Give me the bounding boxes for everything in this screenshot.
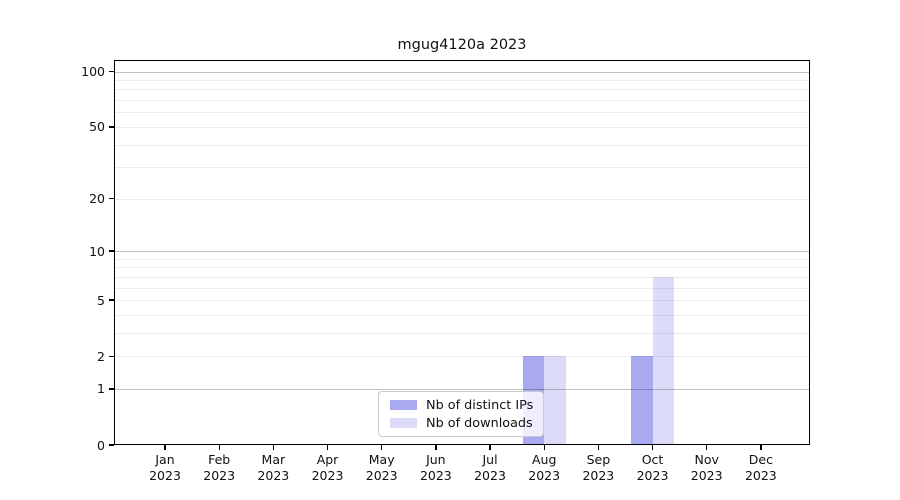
y-tick-label-2: 2 bbox=[97, 348, 105, 364]
x-tick-mark-feb bbox=[218, 445, 220, 450]
minor-gridline-y-3 bbox=[114, 332, 810, 334]
x-tick-label-oct: Oct 2023 bbox=[636, 452, 669, 483]
y-tick-label-10: 10 bbox=[89, 243, 105, 259]
x-tick-label-jun: Jun 2023 bbox=[419, 452, 452, 483]
plot-area-border bbox=[114, 60, 810, 445]
y-tick-mark-50 bbox=[109, 126, 114, 128]
y-tick-label-0: 0 bbox=[97, 437, 105, 453]
chart-title: mgug4120a 2023 bbox=[397, 37, 527, 53]
minor-gridline-y-80 bbox=[114, 89, 810, 91]
y-tick-label-100: 100 bbox=[81, 64, 105, 80]
x-tick-label-nov: Nov 2023 bbox=[690, 452, 723, 483]
y-tick-label-1: 1 bbox=[97, 381, 105, 397]
y-tick-mark-1 bbox=[109, 388, 114, 390]
y-tick-mark-2 bbox=[109, 355, 114, 357]
gridline-y-5 bbox=[114, 300, 810, 302]
minor-gridline-y-40 bbox=[114, 144, 810, 146]
gridline-y-100 bbox=[114, 71, 810, 73]
x-tick-label-jan: Jan 2023 bbox=[149, 452, 181, 483]
minor-gridline-y-30 bbox=[114, 167, 810, 169]
x-tick-mark-jan bbox=[164, 445, 166, 450]
y-tick-mark-20 bbox=[109, 198, 114, 200]
y-tick-label-20: 20 bbox=[89, 191, 105, 207]
x-tick-label-jul: Jul 2023 bbox=[474, 452, 506, 483]
legend-swatch-downloads bbox=[390, 418, 417, 428]
gridline-y-50 bbox=[114, 126, 810, 128]
x-tick-label-apr: Apr 2023 bbox=[311, 452, 344, 483]
x-tick-label-dec: Dec 2023 bbox=[744, 452, 777, 483]
x-tick-mark-nov bbox=[706, 445, 708, 450]
x-tick-label-feb: Feb 2023 bbox=[203, 452, 236, 483]
x-tick-label-mar: Mar 2023 bbox=[257, 452, 290, 483]
x-tick-mark-mar bbox=[272, 445, 275, 450]
gridline-y-20 bbox=[114, 198, 810, 200]
legend-swatch-distinct-ips bbox=[390, 400, 417, 410]
gridline-y-1 bbox=[114, 388, 810, 390]
y-tick-mark-100 bbox=[109, 71, 114, 73]
x-tick-mark-apr bbox=[326, 445, 329, 450]
minor-gridline-y-60 bbox=[114, 112, 810, 114]
minor-gridline-y-4 bbox=[114, 314, 810, 316]
gridline-y-10 bbox=[114, 251, 810, 252]
y-tick-mark-5 bbox=[109, 299, 114, 301]
legend-entry-downloads: Nb of downloads bbox=[387, 416, 535, 431]
legend-label-distinct-ips: Nb of distinct IPs bbox=[426, 397, 534, 413]
x-tick-mark-sep bbox=[597, 445, 600, 450]
y-tick-mark-10 bbox=[109, 250, 114, 252]
x-tick-mark-aug bbox=[543, 445, 545, 450]
y-tick-label-5: 5 bbox=[97, 292, 105, 308]
bar-downloads-aug bbox=[544, 356, 566, 445]
legend: Nb of distinct IPs Nb of downloads bbox=[378, 391, 544, 437]
x-tick-mark-oct bbox=[651, 445, 654, 450]
legend-label-downloads: Nb of downloads bbox=[426, 415, 533, 431]
legend-entry-distinct-ips: Nb of distinct IPs bbox=[387, 398, 535, 413]
x-tick-mark-may bbox=[381, 445, 383, 450]
minor-gridline-y-70 bbox=[114, 100, 810, 102]
gridline-y-2 bbox=[114, 356, 810, 358]
x-tick-mark-jun bbox=[435, 445, 437, 450]
x-tick-label-sep: Sep 2023 bbox=[582, 452, 615, 483]
x-tick-mark-dec bbox=[760, 445, 762, 450]
x-tick-mark-jul bbox=[489, 445, 491, 450]
minor-gridline-y-6 bbox=[114, 287, 810, 289]
y-tick-label-50: 50 bbox=[89, 119, 105, 135]
y-tick-mark-0 bbox=[109, 444, 114, 446]
x-tick-label-may: May 2023 bbox=[365, 452, 398, 483]
x-tick-label-aug: Aug 2023 bbox=[528, 452, 561, 483]
bar-distinct-ips-oct bbox=[631, 356, 653, 445]
minor-gridline-y-8 bbox=[114, 267, 810, 269]
bar-downloads-oct bbox=[652, 276, 674, 445]
minor-gridline-y-90 bbox=[114, 80, 810, 82]
minor-gridline-y-7 bbox=[114, 276, 810, 278]
minor-gridline-y-9 bbox=[114, 258, 810, 260]
